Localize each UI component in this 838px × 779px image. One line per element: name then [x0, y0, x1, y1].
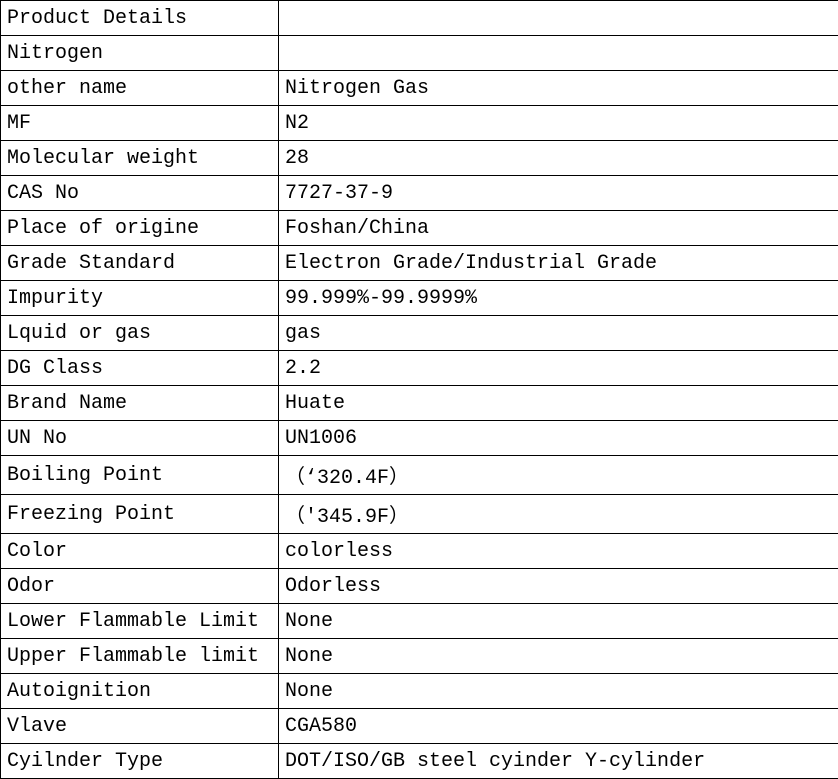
cell-label: Nitrogen	[1, 36, 279, 71]
cell-value: Electron Grade/Industrial Grade	[279, 246, 838, 281]
table-row: Product Details	[1, 1, 838, 36]
table-body: Product Details Nitrogen other nameNitro…	[1, 1, 838, 779]
cell-value: Nitrogen Gas	[279, 71, 838, 106]
table-row: AutoignitionNone	[1, 674, 838, 709]
cell-label: UN No	[1, 421, 279, 456]
table-row: Place of origineFoshan/China	[1, 211, 838, 246]
cell-value: None	[279, 639, 838, 674]
cell-value: Huate	[279, 386, 838, 421]
cell-value: （‘320.4F）	[279, 456, 838, 495]
cell-label: Autoignition	[1, 674, 279, 709]
cell-label: Upper Flammable limit	[1, 639, 279, 674]
cell-label: DG Class	[1, 351, 279, 386]
table-row: DG Class2.2	[1, 351, 838, 386]
cell-value	[279, 36, 838, 71]
cell-value: None	[279, 674, 838, 709]
table-row: Lower Flammable LimitNone	[1, 604, 838, 639]
cell-label: Lquid or gas	[1, 316, 279, 351]
table-row: UN NoUN1006	[1, 421, 838, 456]
cell-value: None	[279, 604, 838, 639]
table-row: Upper Flammable limitNone	[1, 639, 838, 674]
table-row: Grade StandardElectron Grade/Industrial …	[1, 246, 838, 281]
cell-value: Odorless	[279, 569, 838, 604]
cell-label: Impurity	[1, 281, 279, 316]
cell-label: other name	[1, 71, 279, 106]
cell-value: UN1006	[279, 421, 838, 456]
table-row: Nitrogen	[1, 36, 838, 71]
table-row: Freezing Point（'345.9F）	[1, 495, 838, 534]
cell-value: 2.2	[279, 351, 838, 386]
cell-label: Freezing Point	[1, 495, 279, 534]
cell-value: 28	[279, 141, 838, 176]
cell-value: CGA580	[279, 709, 838, 744]
cell-label: Brand Name	[1, 386, 279, 421]
table-row: Impurity99.999%-99.9999%	[1, 281, 838, 316]
cell-value: 99.999%-99.9999%	[279, 281, 838, 316]
cell-value: colorless	[279, 534, 838, 569]
table-row: VlaveCGA580	[1, 709, 838, 744]
cell-label: Grade Standard	[1, 246, 279, 281]
cell-label: Molecular weight	[1, 141, 279, 176]
cell-label: Cyilnder Type	[1, 744, 279, 779]
cell-value: Foshan/China	[279, 211, 838, 246]
cell-label: Vlave	[1, 709, 279, 744]
cell-value: N2	[279, 106, 838, 141]
table-row: Molecular weight28	[1, 141, 838, 176]
cell-label: Boiling Point	[1, 456, 279, 495]
table-row: Color colorless	[1, 534, 838, 569]
table-row: Boiling Point（‘320.4F）	[1, 456, 838, 495]
cell-label: CAS No	[1, 176, 279, 211]
cell-label: Lower Flammable Limit	[1, 604, 279, 639]
table-row: MFN2	[1, 106, 838, 141]
cell-label: Product Details	[1, 1, 279, 36]
table-row: Cyilnder TypeDOT/ISO/GB steel cyinder Y-…	[1, 744, 838, 779]
cell-value: 7727-37-9	[279, 176, 838, 211]
cell-value	[279, 1, 838, 36]
table-row: OdorOdorless	[1, 569, 838, 604]
cell-value: （'345.9F）	[279, 495, 838, 534]
cell-value: gas	[279, 316, 838, 351]
table-row: CAS No7727-37-9	[1, 176, 838, 211]
cell-label: Place of origine	[1, 211, 279, 246]
product-details-table: Product Details Nitrogen other nameNitro…	[0, 0, 838, 779]
table-row: Lquid or gasgas	[1, 316, 838, 351]
cell-label: Color	[1, 534, 279, 569]
cell-value: DOT/ISO/GB steel cyinder Y-cylinder	[279, 744, 838, 779]
table-row: other nameNitrogen Gas	[1, 71, 838, 106]
cell-label: MF	[1, 106, 279, 141]
cell-label: Odor	[1, 569, 279, 604]
table-row: Brand NameHuate	[1, 386, 838, 421]
